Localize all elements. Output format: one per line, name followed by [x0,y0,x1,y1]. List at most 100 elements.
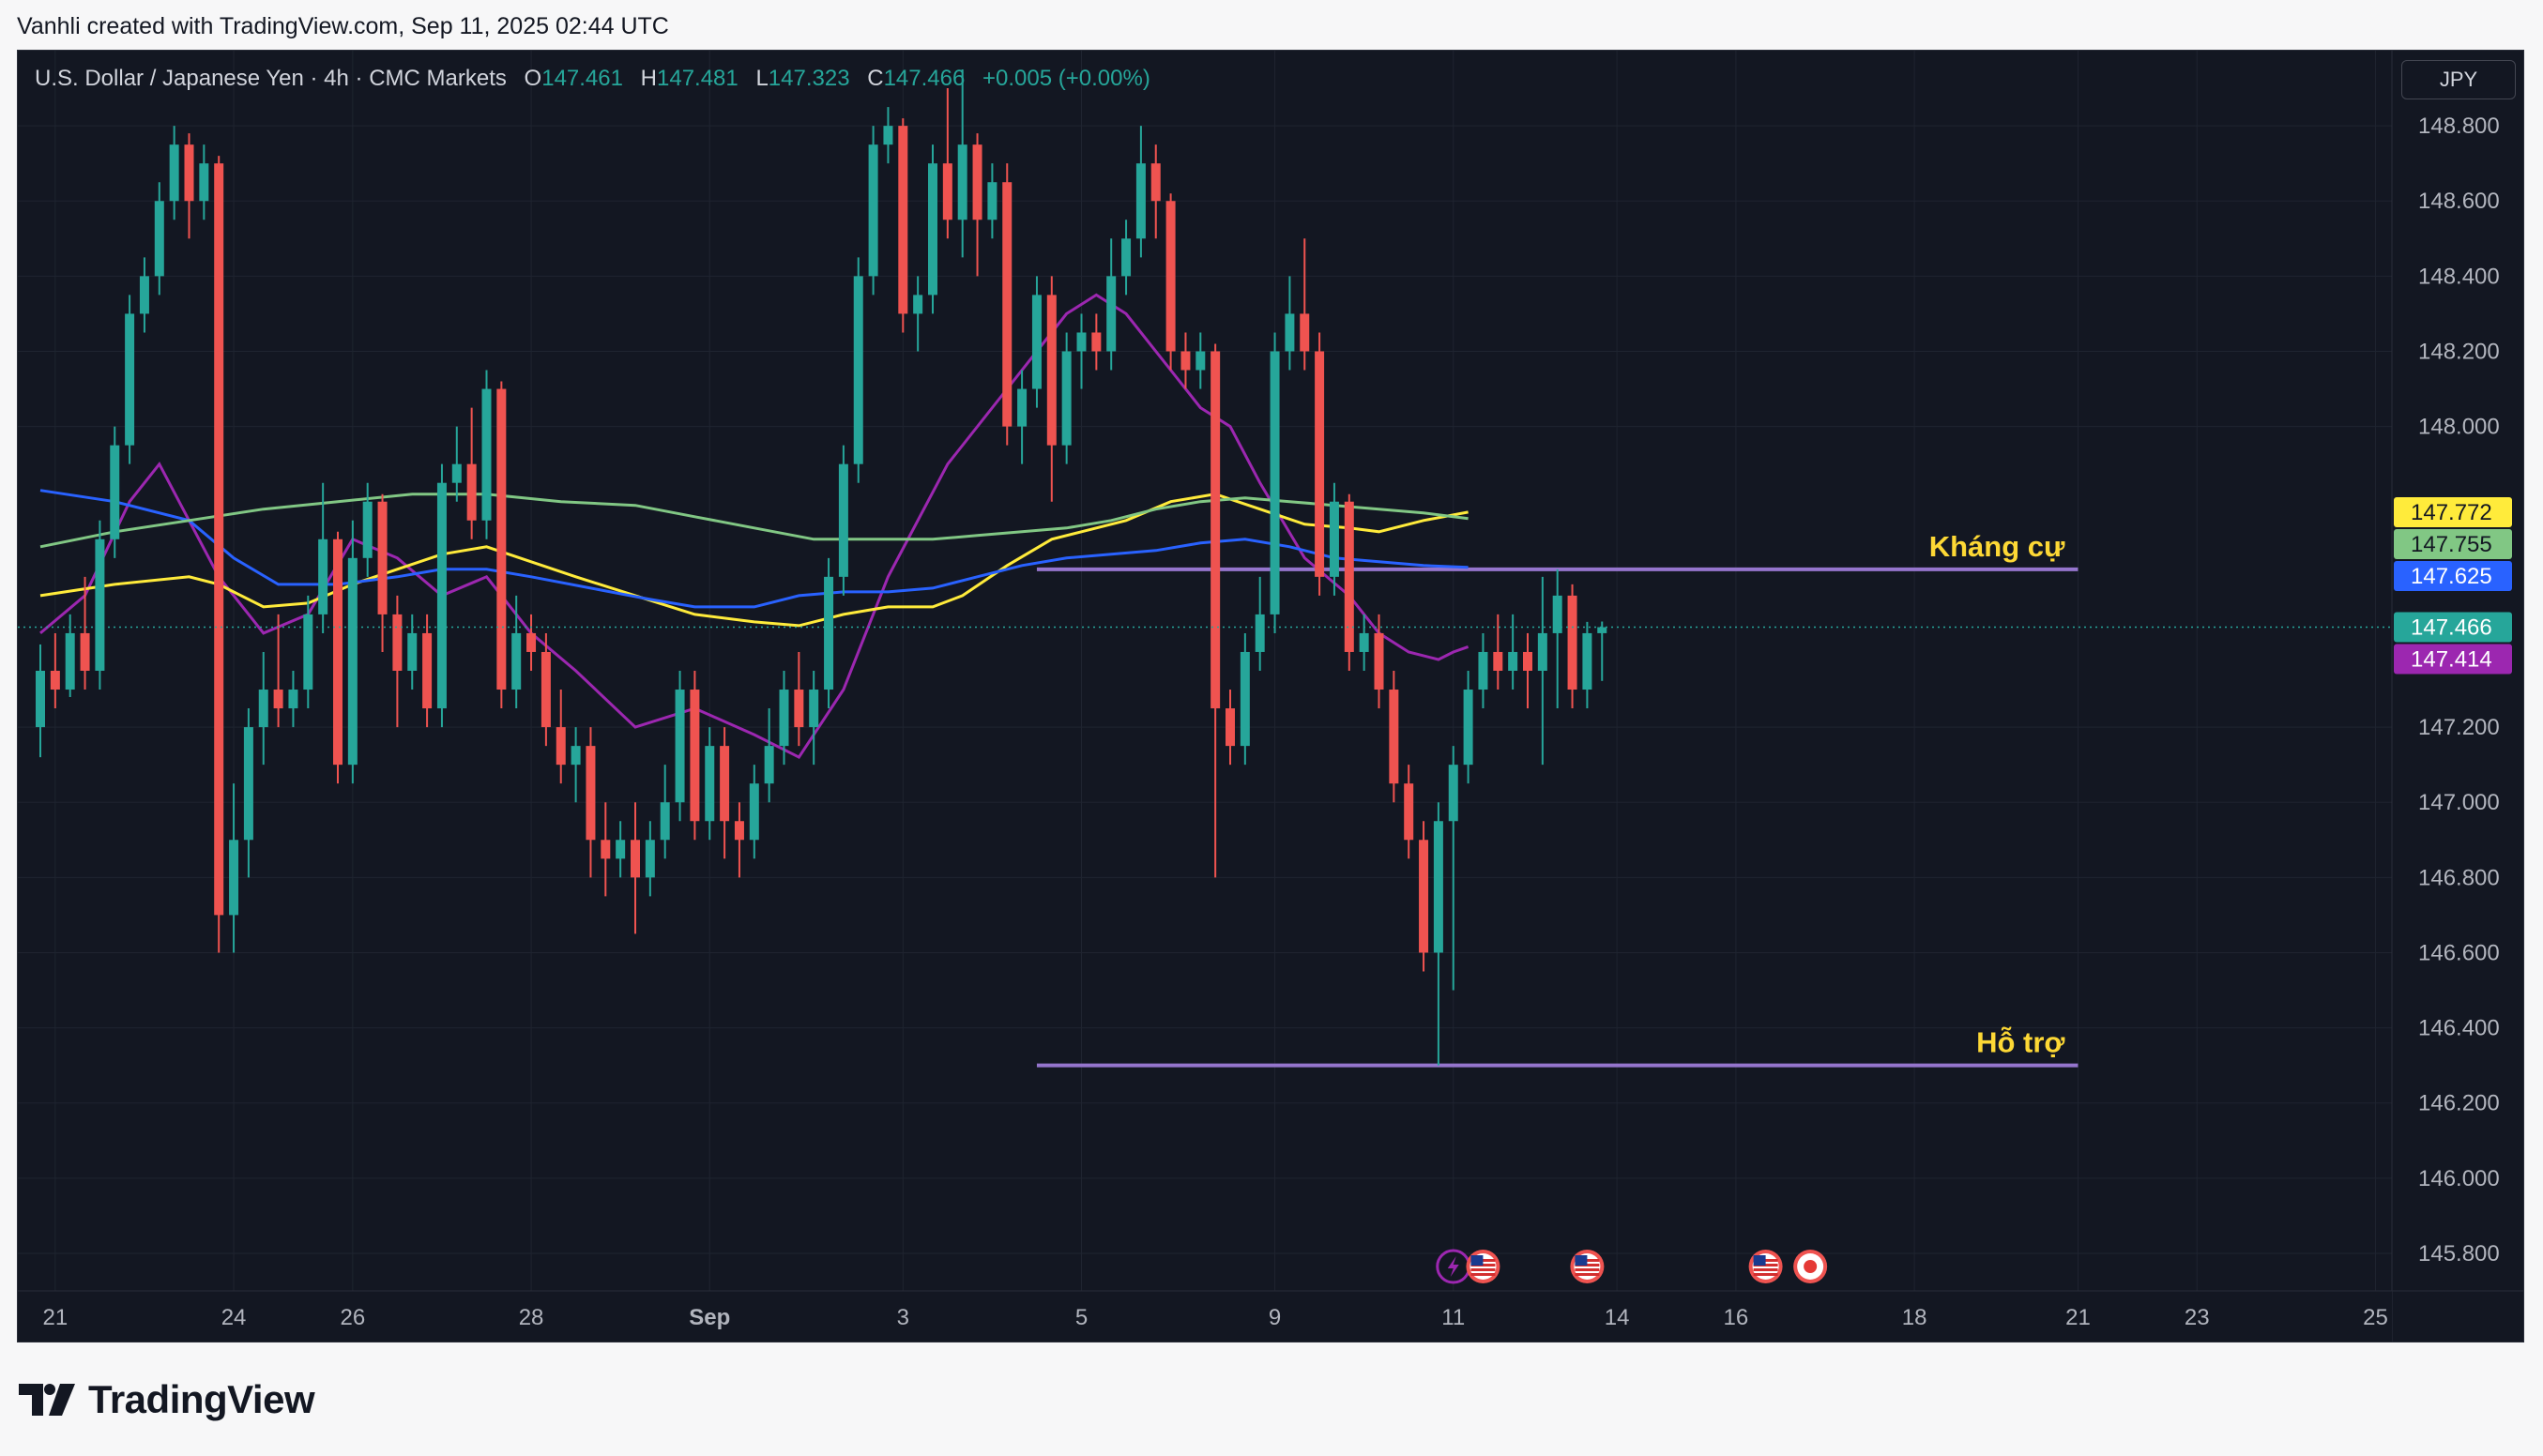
candle-body [853,276,863,464]
candle-body [1121,238,1132,277]
candle-body [333,538,343,766]
candle-body [957,144,967,220]
currency-button[interactable]: JPY [2401,60,2516,99]
candle-body [1433,821,1443,953]
time-tick-label: 28 [519,1305,544,1330]
candle-body [392,614,403,671]
candle-body [184,144,194,202]
price-tag-label: 147.414 [2411,647,2492,673]
symbol-title[interactable]: U.S. Dollar / Japanese Yen · 4h · CMC Ma… [35,66,507,91]
candle-body [1508,651,1518,671]
low-value: 147.323 [768,66,850,91]
candle-body [377,501,388,614]
candle-body [631,840,640,878]
candle-body [95,538,105,671]
candle-body [838,463,848,577]
candle-body [586,746,596,841]
high-value: 147.481 [657,66,739,91]
candle-body [987,182,997,220]
candle-body [496,388,507,690]
candle-body [65,632,75,690]
time-tick-label: 21 [42,1305,68,1330]
us-flag-icon[interactable] [1748,1250,1783,1283]
candle-body [422,632,433,709]
chart-credit: Vanhli created with TradingView.com, Sep… [17,13,669,39]
candle-body [1329,501,1339,577]
candle-body [229,840,239,916]
chart-panel[interactable]: Kháng cự Hỗ trợ 148.800 148.600 148.400 148.… [17,50,2524,1342]
time-tick-label: 18 [1902,1305,1927,1330]
time-tick-label: 5 [1075,1305,1088,1330]
candle-body [690,690,700,822]
price-tick-label: 146.000 [2418,1166,2500,1191]
candle-body [169,144,179,202]
candle-body [1359,632,1369,652]
candle-body [1300,313,1310,352]
candle-body [749,783,759,841]
candle-body [1211,351,1221,709]
high-label: H [640,66,657,91]
candle-body [1344,501,1354,652]
candle-body [243,727,253,841]
candle-body [50,671,60,690]
candle-body [734,821,744,841]
level-label: Hỗ trợ [1976,1026,2065,1059]
candle-body [139,276,149,314]
moving-average-line [39,493,1469,549]
candle-body [1285,313,1295,352]
candle-body [913,295,923,314]
close-value: 147.466 [883,66,966,91]
candle-body [214,163,224,916]
candle-body [1076,332,1087,352]
time-tick-label: 3 [897,1305,909,1330]
brand-name: TradingView [88,1377,315,1421]
jp-flag-icon[interactable] [1793,1250,1828,1283]
time-axis[interactable] [18,1291,2392,1342]
moving-average-line [39,293,1469,760]
candlestick-chart[interactable]: Kháng cự Hỗ trợ 148.800 148.600 148.400 148.… [18,51,2523,1342]
price-tag-label: 147.466 [2411,615,2492,641]
candle-body [1523,651,1532,671]
tradingview-logo[interactable]: TradingView [19,1375,315,1424]
time-tick-label: 9 [1269,1305,1281,1330]
price-tick-label: 148.800 [2418,114,2500,139]
candle-body [258,690,268,728]
us-flag-icon[interactable] [1570,1250,1605,1283]
time-tick-label: 16 [1724,1305,1749,1330]
change-value: +0.005 (+0.00%) [982,66,1150,91]
low-label: L [755,66,769,91]
candle-body [1478,651,1488,690]
candle-body [362,501,373,558]
candle-body [705,746,715,822]
candle-body [1061,351,1072,446]
price-tick-label: 147.000 [2418,790,2500,815]
candle-body [1404,783,1414,841]
candle-body [303,614,313,690]
candle-body [1448,765,1458,822]
candle-body [1374,632,1384,690]
chart-legend: U.S. Dollar / Japanese Yen · 4h · CMC Ma… [35,66,1150,92]
candle-body [1240,651,1250,747]
candle-body [1017,388,1028,427]
open-label: O [524,66,542,91]
time-tick-label: Sep [689,1305,730,1330]
price-axis[interactable] [2392,51,2523,1342]
candle-body [1582,632,1592,690]
price-tick-label: 148.200 [2418,339,2500,364]
candle-body [481,388,492,521]
candle-body [809,690,819,728]
candle-body [779,690,789,747]
candle-body [1195,351,1206,371]
time-tick-label: 11 [1441,1305,1465,1330]
us-flag-icon[interactable] [1466,1250,1500,1283]
candle-body [868,144,878,277]
candle-body [1270,351,1280,614]
candle-body [1315,351,1325,577]
price-tick-label: 147.200 [2418,715,2500,740]
candle-body [1255,614,1265,652]
open-value: 147.461 [541,66,623,91]
candle-body [616,840,626,859]
lightning-icon[interactable] [1436,1249,1471,1284]
candle-body [154,201,164,277]
candle-body [511,632,522,690]
